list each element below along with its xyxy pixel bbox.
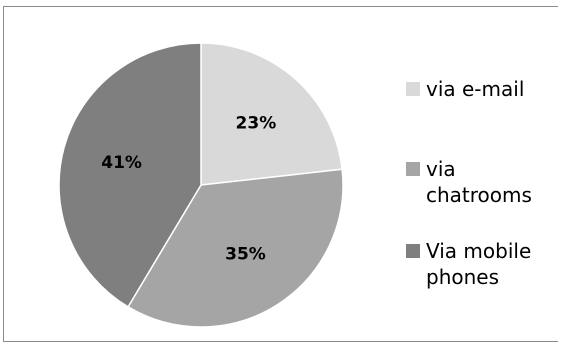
slice-chatrooms [127, 168, 344, 328]
data-label-mobile: 41% [101, 153, 142, 173]
slice-email [200, 42, 343, 186]
pie-data-labels: 23% 35% 41% [101, 114, 276, 265]
data-label-chatrooms: 35% [225, 244, 266, 264]
slice-mobile [58, 42, 202, 308]
legend-swatch-mobile [406, 244, 420, 258]
legend-label-chatrooms: via chatrooms [426, 157, 532, 207]
pie-slices [58, 42, 344, 328]
legend-label-email: via e-mail [426, 77, 525, 101]
data-label-email: 23% [236, 114, 277, 134]
legend-label-mobile: Via mobile phones [426, 239, 532, 289]
legend-swatch-email [406, 82, 420, 96]
legend-swatch-chatrooms [406, 162, 420, 176]
